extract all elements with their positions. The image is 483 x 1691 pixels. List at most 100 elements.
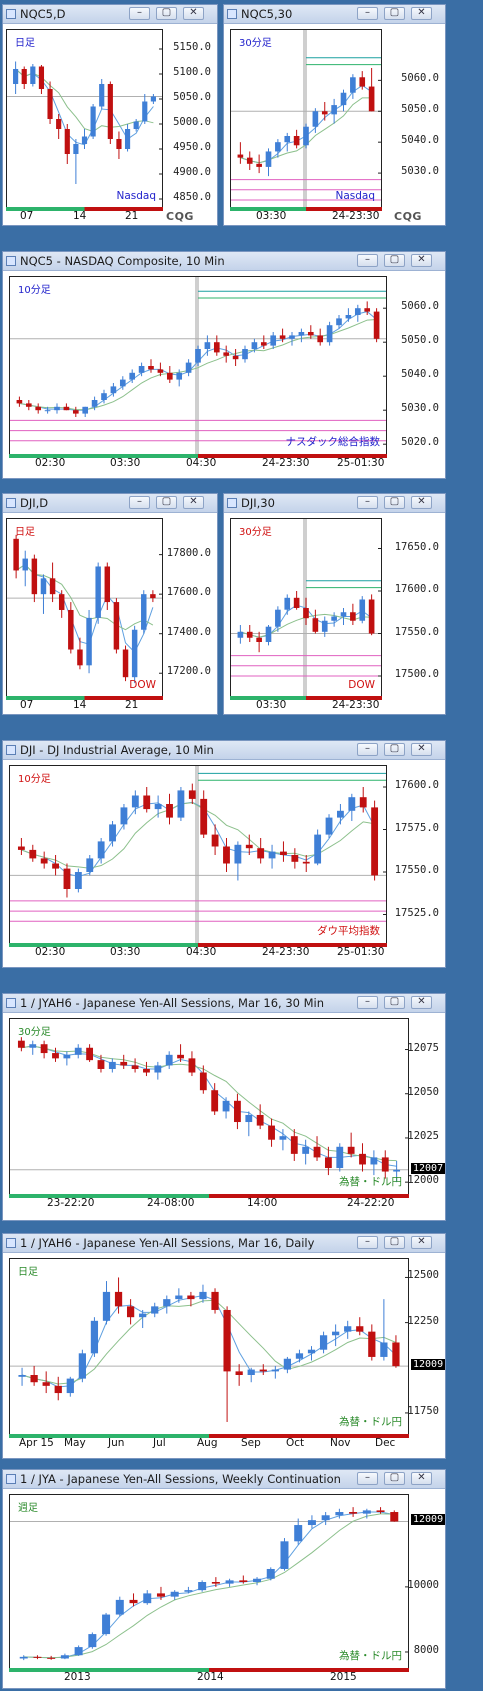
window-titlebar[interactable]: 1 / JYAH6 - Japanese Yen-All Sessions, M… (3, 1234, 445, 1253)
maximize-button[interactable]: ▢ (384, 496, 405, 509)
candle (381, 1150, 389, 1179)
minimize-button[interactable]: – (129, 496, 150, 509)
close-button[interactable]: ✕ (411, 254, 432, 267)
candle (56, 114, 62, 139)
chart-window-dji-daily[interactable]: DJI,D – ▢ ✕ 日足 DOW 17800.0 17600.0 17400.0 1… (2, 493, 218, 715)
instrument-label: ナスダック総合指数 (285, 436, 381, 448)
maximize-button[interactable]: ▢ (384, 254, 405, 267)
window-titlebar[interactable]: DJI,D – ▢ ✕ (3, 494, 217, 513)
maximize-button[interactable]: ▢ (156, 7, 177, 20)
candle (256, 631, 262, 653)
maximize-button[interactable]: ▢ (384, 996, 405, 1009)
plot-area[interactable]: 30分足 為替・ドル円 (9, 1018, 409, 1196)
y-tick-label: 17800.0 (166, 546, 211, 559)
x-tick-label: May (64, 1437, 86, 1449)
close-button[interactable]: ✕ (411, 996, 432, 1009)
window-titlebar[interactable]: NQC5,30 – ▢ ✕ (224, 5, 445, 24)
window-titlebar[interactable]: 1 / JYA - Japanese Yen-All Sessions, Wee… (3, 1470, 445, 1489)
chart-window-dji-10min[interactable]: DJI - DJ Industrial Average, 10 Min – ▢ … (2, 740, 446, 968)
y-tick-label: 10000 (407, 1578, 439, 1591)
plot-area[interactable]: 日足 Nasdaq (6, 29, 163, 209)
maximize-button[interactable]: ▢ (384, 7, 405, 20)
minimize-button[interactable]: – (357, 1472, 378, 1485)
cqg-logo: CQG (166, 210, 194, 223)
plot-area[interactable]: 10分足 ダウ平均指数 (9, 765, 387, 945)
x-tick-label: 07 (20, 210, 34, 222)
maximize-button[interactable]: ▢ (384, 743, 405, 756)
candle (371, 800, 379, 881)
chart-window-jpy-weekly[interactable]: 1 / JYA - Japanese Yen-All Sessions, Wee… (2, 1469, 446, 1689)
y-tick-label: 5050.0 (401, 103, 439, 116)
close-button[interactable]: ✕ (183, 7, 204, 20)
session-bar (9, 454, 387, 458)
minimize-button[interactable]: – (357, 496, 378, 509)
candle (293, 591, 300, 610)
candle (260, 335, 267, 349)
candle (390, 1510, 399, 1522)
close-button[interactable]: ✕ (411, 1472, 432, 1485)
chart-window-nasdaq-10min[interactable]: NQC5 - NASDAQ Composite, 10 Min – ▢ ✕ 10… (2, 251, 446, 479)
session-bar (6, 207, 163, 211)
minimize-button[interactable]: – (129, 7, 150, 20)
last-price-box: 12009 (411, 1359, 446, 1371)
window-titlebar[interactable]: NQC5 - NASDAQ Composite, 10 Min – ▢ ✕ (3, 252, 445, 271)
plot-area[interactable]: 日足 DOW (6, 518, 163, 698)
chart-window-jpy-daily[interactable]: 1 / JYAH6 - Japanese Yen-All Sessions, M… (2, 1233, 446, 1459)
maximize-button[interactable]: ▢ (156, 496, 177, 509)
minimize-button[interactable]: – (357, 743, 378, 756)
plot-area[interactable]: 週足 為替・ドル円 (9, 1494, 409, 1670)
minimize-button[interactable]: – (357, 996, 378, 1009)
candle (234, 1093, 241, 1130)
window-titlebar[interactable]: DJI - DJ Industrial Average, 10 Min – ▢ … (3, 741, 445, 760)
candle (295, 1349, 304, 1363)
y-tick-label: 17600.0 (394, 583, 439, 595)
chart-svg (7, 48, 162, 200)
instrument-label: Nasdaq (116, 190, 156, 202)
plot-area[interactable]: 30分足 DOW (230, 518, 382, 698)
candle (199, 1284, 207, 1303)
candle (116, 131, 122, 159)
candle (235, 1364, 243, 1386)
minimize-button[interactable]: – (357, 254, 378, 267)
y-tick-label: 12025 (407, 1129, 439, 1142)
candle (151, 1302, 159, 1318)
close-button[interactable]: ✕ (183, 496, 204, 509)
candle (143, 1590, 152, 1605)
x-tick-label: 24-08:00 (147, 1197, 195, 1209)
x-axis: 2013 2014 2015 (9, 1668, 409, 1686)
maximize-button[interactable]: ▢ (384, 1236, 405, 1249)
close-button[interactable]: ✕ (411, 496, 432, 509)
candle (154, 795, 162, 818)
plot-area[interactable]: 10分足 ナスダック総合指数 (9, 276, 387, 456)
maximize-button[interactable]: ▢ (384, 1472, 405, 1485)
window-titlebar[interactable]: 1 / JYAH6 - Japanese Yen-All Sessions, M… (3, 994, 445, 1013)
chart-window-nqc5-30min[interactable]: NQC5,30 – ▢ ✕ 30分足 Nasdaq 5060.0 5050.0 504… (223, 4, 446, 226)
chart-window-dji-30min[interactable]: DJI,30 – ▢ ✕ 30分足 DOW 17650.0 17600.0 17550… (223, 493, 446, 715)
candle (16, 396, 23, 407)
window-titlebar[interactable]: NQC5,D – ▢ ✕ (3, 5, 217, 24)
moving-average-line (15, 563, 154, 653)
minimize-button[interactable]: – (357, 7, 378, 20)
candle (211, 824, 219, 855)
x-tick-label: 24-23:30 (262, 457, 310, 469)
close-button[interactable]: ✕ (411, 7, 432, 20)
plot-area[interactable]: 30分足 Nasdaq (230, 29, 382, 209)
candle (293, 129, 300, 149)
window-title: 1 / JYA - Japanese Yen-All Sessions, Wee… (20, 1472, 341, 1486)
candle (25, 400, 32, 411)
cqg-logo: CQG (394, 210, 422, 223)
y-tick-label: 4950.0 (173, 141, 211, 153)
close-button[interactable]: ✕ (411, 1236, 432, 1249)
candle (275, 606, 281, 632)
candle (110, 383, 117, 397)
y-tick-label: 5100.0 (173, 66, 211, 78)
minimize-button[interactable]: – (357, 1236, 378, 1249)
candle (58, 590, 65, 618)
chart-svg (10, 766, 386, 944)
plot-area[interactable]: 日足 為替・ドル円 (9, 1258, 409, 1436)
chart-window-jpy-30min[interactable]: 1 / JYAH6 - Japanese Yen-All Sessions, M… (2, 993, 446, 1221)
chart-window-nqc5-daily[interactable]: NQC5,D – ▢ ✕ 日足 Nasdaq 5150.0 5100.0 5050.0… (2, 4, 218, 226)
candle (307, 1346, 316, 1361)
window-titlebar[interactable]: DJI,30 – ▢ ✕ (224, 494, 445, 513)
close-button[interactable]: ✕ (411, 743, 432, 756)
